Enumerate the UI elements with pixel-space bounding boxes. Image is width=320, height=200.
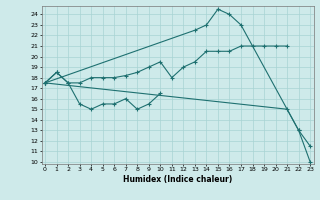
X-axis label: Humidex (Indice chaleur): Humidex (Indice chaleur) — [123, 175, 232, 184]
